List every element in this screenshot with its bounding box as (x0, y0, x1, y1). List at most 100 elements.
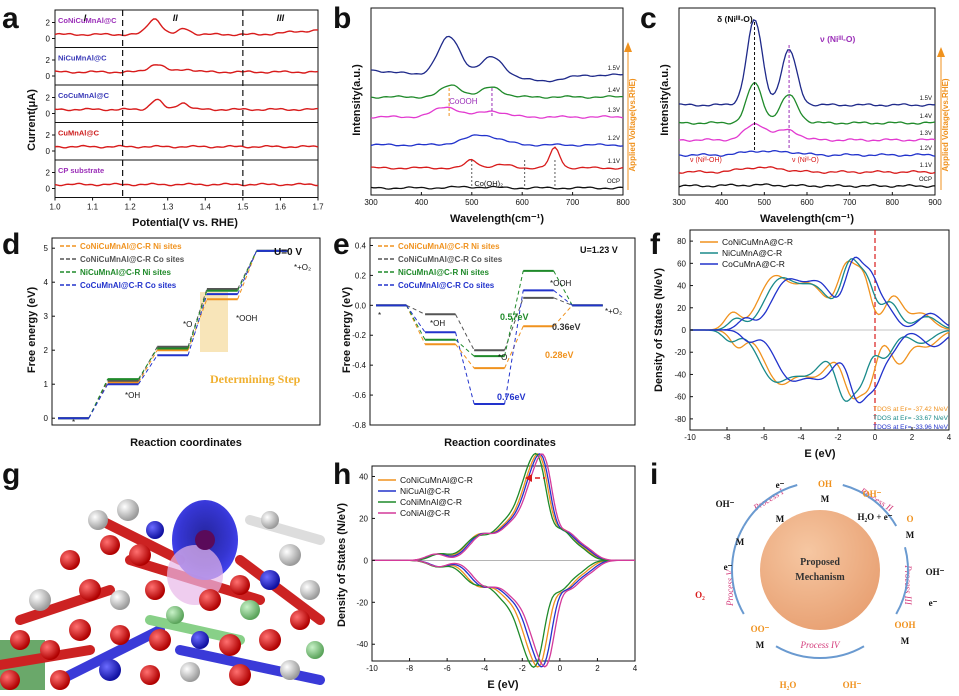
panel-c-trace-4 (678, 166, 936, 174)
panel-d-ytick-label: 4 (44, 278, 49, 287)
panel-b-xtick-label: 600 (516, 198, 530, 207)
panel-c-arrowhead (937, 47, 945, 57)
panel-f-tdos-label: TDOS at Eꜰ= -37.42 N/eV (873, 406, 949, 413)
panel-c-xtick-label: 600 (800, 198, 814, 207)
panel-f-ytick-label: 0 (682, 326, 687, 335)
panel-h-xtick-label: 2 (595, 664, 600, 673)
mechanism-species-label: M (901, 636, 910, 646)
panel-a-ytick-label: 0 (46, 110, 51, 119)
panel-d-connector (137, 355, 158, 385)
panel-e-species-label: *OH (430, 319, 445, 328)
panel-h-xtick-label: 4 (633, 664, 638, 673)
mechanism-arc (731, 525, 745, 615)
mechanism-center-line2: Mechanism (795, 572, 845, 583)
panel-e-connector (504, 270, 524, 357)
panel-a-xlabel: Potential(V vs. RHE) (132, 217, 238, 229)
panel-a-ytick-label: 2 (46, 56, 51, 65)
panel-b-xtick-label: 300 (364, 198, 378, 207)
panel-c-trace-5 (678, 183, 936, 188)
panel-e-connector (504, 290, 524, 405)
panel-h-ytick-label: 20 (359, 514, 368, 523)
panel-a-ytick-label: 2 (46, 94, 51, 103)
panel-f-xtick-label: -4 (797, 433, 805, 442)
panel-b-annotation: Co(OH)₂ (474, 179, 503, 188)
mechanism-species-label: OH (818, 479, 832, 489)
panel-a-xtick-label: 1.0 (49, 203, 61, 212)
panel-label-i: i (650, 458, 658, 491)
panel-a-ytick-label: 0 (46, 185, 51, 194)
panel-f-tdos-label: TDOS at Eꜰ= -33.96 N/eV (873, 424, 949, 431)
mechanism-species-label: OH⁻ (843, 680, 862, 690)
panel-b-trace-0 (370, 35, 624, 83)
panel-a-sample-label: CoCuMnAl@C (58, 91, 110, 100)
panel-h-xtick-label: -2 (519, 664, 527, 673)
atoms (0, 499, 324, 690)
panel-a-ytick-label: 2 (46, 169, 51, 178)
panel-d-connector (187, 299, 208, 351)
panel-h-dos-curve-2 (372, 559, 635, 668)
panel-h-shift-arrowhead (525, 474, 532, 482)
panel-f-ytick-label: -20 (674, 348, 686, 357)
panel-f-dos-curve-1 (690, 258, 950, 331)
panel-d-connector (88, 383, 109, 419)
panel-h-ytick-label: -40 (356, 640, 368, 649)
panel-e-ytick-label: 0.0 (355, 301, 367, 310)
panel-e-connector (553, 270, 573, 306)
panel-c-xlabel: Wavelength(cm⁻¹) (760, 213, 854, 225)
determining-step-highlight (200, 292, 228, 352)
panel-label-f: f (650, 228, 661, 261)
panel-h-legend-label: CoNiAl@C-R (400, 508, 450, 518)
panel-d-xlabel: Reaction coordinates (130, 437, 242, 449)
mechanism-center-circle (760, 510, 880, 630)
panel-label-a: a (2, 2, 19, 35)
panel-a-region-label: I (84, 13, 87, 23)
panel-b-xlabel: Wavelength(cm⁻¹) (450, 213, 544, 225)
panel-d-species-label: *OH (125, 391, 140, 400)
mechanism-species-label: M (821, 494, 830, 504)
panel-d-connector (237, 250, 257, 300)
panel-label-h: h (333, 458, 351, 491)
panel-c-trace-label: 1.5V (920, 96, 932, 102)
panel-f-xtick-label: 4 (947, 433, 952, 442)
panel-d-connector (137, 349, 158, 383)
panel-f-ytick-label: 40 (677, 282, 686, 291)
panel-h-legend-label: CoNiCuMnAl@C-R (400, 475, 473, 485)
panel-b-trace-label: 1.4V (608, 88, 620, 94)
mechanism-arc (842, 484, 898, 527)
panel-f-dos-curve-2 (690, 329, 950, 404)
mechanism-species-label: OOH (894, 620, 915, 630)
panel-b-trace-5 (370, 185, 624, 190)
panel-d-legend-label: CoNiCuMnAl@C-R Ni sites (80, 242, 182, 251)
panel-e-ytick-label: -0.2 (352, 331, 366, 340)
panel-e-xlabel: Reaction coordinates (444, 437, 556, 449)
panel-e-connector (553, 304, 573, 327)
panel-d-ytick-label: 2 (44, 346, 49, 355)
panel-h-xtick-label: -10 (366, 664, 378, 673)
panel-b-trace-3 (370, 134, 624, 147)
panel-d-ytick-label: 5 (44, 244, 49, 253)
panel-h-dos-curve-1 (372, 559, 635, 668)
mechanism-species-label: O (906, 514, 913, 524)
panel-d-species-label: *O (183, 320, 192, 329)
panel-b-trace-label: 1.3V (608, 108, 620, 114)
mechanism-species-label: OH⁻ (926, 567, 945, 577)
determining-step-label: Determining Step (210, 372, 301, 386)
panel-f-xtick-label: 2 (910, 433, 915, 442)
panel-label-e: e (333, 228, 350, 261)
mechanism-species-label: OO⁻ (751, 624, 770, 634)
panel-h-dos-curve-3 (372, 559, 635, 668)
panel-label-c: c (640, 2, 657, 35)
panel-a-sample-label: NiCuMnAl@C (58, 54, 107, 63)
panel-e-connector (406, 305, 426, 333)
panel-b-trace-1 (370, 84, 623, 99)
panel-f-ytick-label: -40 (674, 370, 686, 379)
panel-c-xtick-label: 500 (758, 198, 772, 207)
panel-f-legend-label: CoNiCuMnA@C-R (722, 237, 793, 247)
panel-e-connector (405, 305, 426, 340)
panel-e-overpotential-label: 0.28eV (545, 350, 574, 360)
panel-b-trace-label: OCP (607, 179, 620, 185)
panel-f-xlabel: E (eV) (804, 448, 836, 460)
panel-d-condition: U=0 V (274, 247, 302, 258)
panel-e-ytick-label: -0.8 (352, 421, 366, 430)
panel-e-connector (553, 297, 573, 306)
